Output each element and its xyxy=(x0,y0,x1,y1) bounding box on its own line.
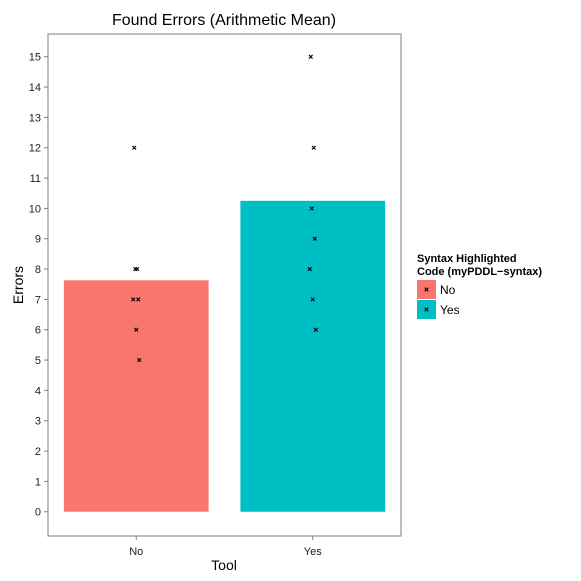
point-no xyxy=(136,297,141,302)
point-stroke xyxy=(136,297,141,302)
x-tick-label-no: No xyxy=(129,546,143,558)
x-axis: No Yes xyxy=(129,536,322,558)
point-no xyxy=(131,297,136,302)
point-yes xyxy=(307,266,312,272)
point-yes xyxy=(312,236,317,241)
y-tick-label: 1 xyxy=(35,476,41,488)
point-yes xyxy=(310,297,315,302)
y-tick-label: 6 xyxy=(35,325,41,337)
point-stroke xyxy=(312,236,317,241)
point-stroke xyxy=(311,145,316,150)
chart-title: Found Errors (Arithmetic Mean) xyxy=(112,12,336,29)
y-axis-title: Errors xyxy=(10,266,26,304)
x-tick-label-yes: Yes xyxy=(304,546,322,558)
point-stroke xyxy=(132,145,137,150)
point-yes xyxy=(311,145,316,150)
y-tick-label: 11 xyxy=(30,173,41,185)
point-stroke xyxy=(134,327,139,332)
legend-item-no: No xyxy=(417,280,456,299)
point-no xyxy=(133,266,138,272)
y-tick-label: 7 xyxy=(35,294,41,306)
x-axis-title: Tool xyxy=(211,557,237,573)
point-stroke xyxy=(307,266,312,272)
y-tick-label: 13 xyxy=(29,112,41,124)
legend: Syntax Highlighted Code (myPDDL−syntax) … xyxy=(417,253,542,319)
point-stroke xyxy=(131,297,136,302)
legend-title-line-1: Syntax Highlighted xyxy=(417,253,517,265)
y-tick-label: 8 xyxy=(35,264,41,276)
point-stroke xyxy=(309,206,314,211)
y-tick-label: 2 xyxy=(35,446,41,458)
y-tick-label: 4 xyxy=(35,385,41,397)
point-no xyxy=(134,327,139,332)
bar-yes xyxy=(240,200,386,512)
y-tick-label: 9 xyxy=(35,234,41,246)
y-tick-label: 14 xyxy=(29,82,41,94)
point-yes xyxy=(313,327,318,332)
point-yes xyxy=(308,54,313,59)
point-stroke xyxy=(310,297,315,302)
bar-no xyxy=(63,280,209,512)
point-yes xyxy=(309,206,314,211)
y-tick-label: 0 xyxy=(35,507,41,519)
y-tick-label: 15 xyxy=(29,52,41,64)
legend-item-yes: Yes xyxy=(417,300,460,319)
point-no xyxy=(137,357,142,363)
point-stroke xyxy=(137,357,142,363)
legend-marker xyxy=(424,307,429,312)
legend-label: No xyxy=(440,283,456,297)
point-stroke xyxy=(313,327,318,332)
point-stroke xyxy=(133,266,138,272)
y-tick-label: 10 xyxy=(29,203,41,215)
legend-marker xyxy=(424,287,429,292)
legend-title-line-2: Code (myPDDL−syntax) xyxy=(417,266,542,278)
point-stroke xyxy=(308,54,313,59)
data-points xyxy=(131,54,318,363)
y-tick-label: 3 xyxy=(35,416,41,428)
y-tick-label: 12 xyxy=(29,143,41,155)
point-no xyxy=(132,145,137,150)
y-tick-label: 5 xyxy=(35,355,41,367)
legend-label: Yes xyxy=(440,303,460,317)
bars xyxy=(63,200,386,512)
